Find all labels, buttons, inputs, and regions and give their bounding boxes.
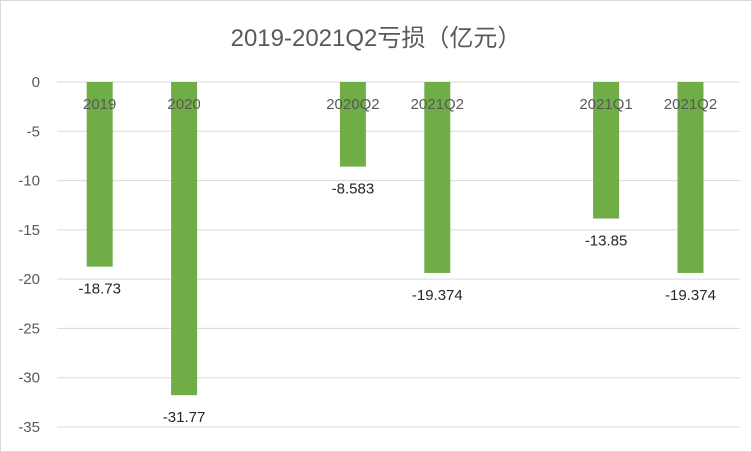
y-tick-label: -35 (18, 419, 40, 436)
y-tick-label: -10 (18, 173, 40, 190)
bar (171, 82, 198, 396)
y-tick-label: -30 (18, 370, 40, 387)
chart-title: 2019-2021Q2亏损（亿元） (231, 25, 522, 52)
bar (593, 82, 620, 219)
data-label: -19.374 (665, 287, 716, 304)
x-tick-label: 2021Q2 (411, 96, 464, 113)
x-tick-label: 2019 (83, 96, 116, 113)
data-label: -19.374 (412, 287, 463, 304)
data-label: -8.583 (332, 181, 375, 198)
y-tick-label: -15 (18, 222, 40, 239)
data-label: -13.85 (585, 233, 628, 250)
y-tick-label: -20 (18, 271, 40, 288)
bar (677, 82, 704, 273)
bar (424, 82, 451, 273)
data-label: -18.73 (78, 281, 121, 298)
x-tick-label: 2021Q1 (579, 96, 632, 113)
bar (86, 82, 113, 267)
x-tick-label: 2020 (167, 96, 200, 113)
x-tick-label: 2021Q2 (664, 96, 717, 113)
y-tick-label: 0 (32, 74, 40, 91)
data-label: -31.77 (163, 409, 206, 426)
x-tick-label: 2020Q2 (326, 96, 379, 113)
bar (339, 82, 366, 167)
y-tick-label: -5 (27, 123, 40, 140)
y-tick-label: -25 (18, 320, 40, 337)
